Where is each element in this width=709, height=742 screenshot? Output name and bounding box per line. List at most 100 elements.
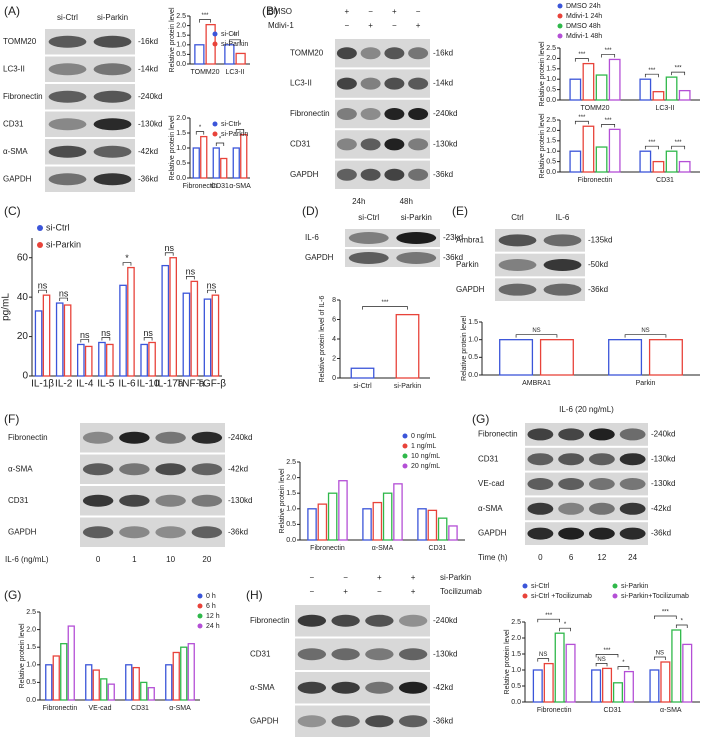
legend-label: Mdivi-1 48h [566,33,602,40]
y-tick-label: 1.5 [176,32,186,39]
blot-size-label: -42kd [138,147,158,156]
blot-band [527,453,554,466]
blot-band [398,648,428,661]
y-tick-label: 1.5 [511,651,521,658]
blot-band [543,259,582,271]
significance-bracket [362,306,408,310]
x-tick-label: Fibronectin [183,183,218,190]
blot-row-label: CD31 [290,140,311,149]
blot-band [384,47,405,60]
blot-band [48,145,87,158]
y-tick-label: 1.5 [468,319,478,326]
panel-label: (F) [4,412,19,426]
blot-size-label: -36kd [588,285,608,294]
y-tick-label: 1.0 [176,42,186,49]
bar [648,339,683,376]
bar [192,147,200,179]
bar [595,74,608,101]
blot-band [365,648,394,661]
y-tick-label: 2.0 [26,626,36,633]
panel-label: (G) [472,412,489,426]
blot-band [365,715,394,728]
x-tick-label: IL-17a [155,379,184,390]
legend-marker [37,242,43,248]
y-tick-label: 0.0 [176,175,186,182]
bar [448,525,458,541]
x-tick-label: CD31 [604,707,622,714]
blot-row-label: LC3-II [290,79,312,88]
y-tick-label: 2.5 [546,45,556,52]
blot-size-label: -42kd [433,683,453,692]
condition-name: Mdivi-1 [268,21,294,30]
condition-mark: + [411,587,416,596]
bar [569,78,582,101]
blot-footer-label: 0 [96,555,101,564]
significance-label: ns [80,330,90,340]
blot-footer-label: 12 [597,553,606,562]
legend-marker [197,593,203,599]
blot-column-label: IL-6 [556,213,570,222]
blot-size-label: -130kd [433,140,457,149]
legend-marker [522,593,528,599]
blot-band [527,428,554,441]
blot-band [336,138,357,151]
legend-label: 6 h [206,603,216,610]
blot-band [588,453,615,466]
blot-size-label: -240kd [138,92,162,101]
y-tick-label: 0.0 [286,537,296,544]
legend-marker [402,433,408,439]
condition-mark: + [411,573,416,582]
significance-bracket [595,663,608,667]
y-axis-label: Relative protein level [19,623,26,688]
significance-bracket [574,120,589,125]
y-tick-label: 2.5 [26,609,36,616]
bar [240,133,248,179]
bar [100,678,108,701]
condition-mark: + [377,573,382,582]
legend-label: 1 ng/mL [411,443,436,450]
blot-band [398,681,428,694]
blot-band [558,453,585,466]
blot-band [543,283,582,296]
blot-size-label: -42kd [651,504,671,513]
y-tick-label: 2 [332,355,336,362]
blot-band [384,77,405,90]
bar [591,669,602,703]
bar [125,664,133,701]
bar-chart: 0 2 4 6 8 Relative protein level of IL-6 si-Ct… [319,296,430,390]
bar [63,304,72,377]
blot-row-label: GAPDH [456,285,485,294]
significance-label: * [564,622,567,628]
blot-size-label: -36kd [433,716,453,725]
significance-bracket [601,124,616,128]
legend-marker [557,13,563,19]
blot-band [93,118,132,131]
blot-size-label: -23kd [443,233,463,242]
bar [582,62,595,101]
bar [382,492,393,541]
blot-row-label: GAPDH [305,253,334,262]
significance-label: *** [604,648,612,654]
significance-label: * [125,253,129,263]
y-tick-label: 0 [22,371,28,382]
blot-band [82,526,114,539]
bar [200,135,208,179]
blot-band [48,118,87,131]
bar [682,643,693,703]
blot-size-label: -36kd [228,527,248,536]
panel-label: (B) [262,4,278,18]
bar [565,643,576,703]
bar [338,480,348,541]
condition-mark: − [392,21,397,30]
y-tick-label: 60 [17,252,29,263]
y-tick-label: 2.0 [176,115,186,122]
bar [127,266,135,377]
blot-footer-label: 6 [569,553,574,562]
y-tick-label: 2.0 [546,127,556,134]
y-tick-label: 0.5 [176,160,186,167]
legend-label: si-Parkin [221,131,248,138]
blot-band [297,614,327,627]
x-tick-label: LC3-II [655,105,674,112]
bar [161,264,170,377]
blot-footer-label: 24 [628,553,637,562]
